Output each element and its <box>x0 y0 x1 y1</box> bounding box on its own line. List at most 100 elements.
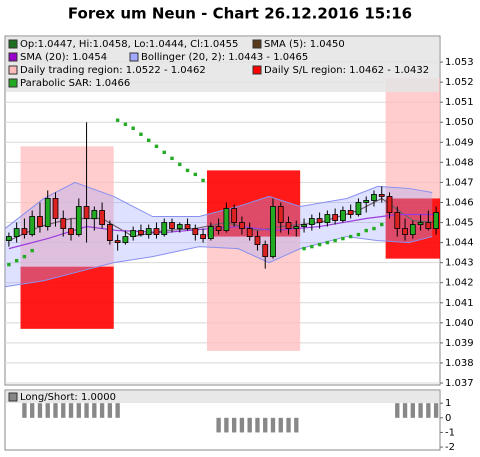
bar <box>247 417 252 433</box>
y-tick-label: 1.038 <box>445 358 474 369</box>
candle-body <box>60 218 67 229</box>
candle-body <box>176 224 183 229</box>
legend-label: SMA (20): 1.0454 <box>20 52 107 63</box>
sar-dot <box>317 242 322 247</box>
legend-label: Daily trading region: 1.0522 - 1.0462 <box>20 65 206 76</box>
y-tick-label: 1.046 <box>445 197 474 208</box>
sar-dot <box>170 156 174 161</box>
bar <box>395 403 400 418</box>
bar <box>239 417 245 433</box>
legend-label: Op:1.0447, Hi:1.0458, Lo:1.0444, Cl:1.04… <box>20 39 238 50</box>
sar-dot <box>364 228 368 233</box>
y-tick-label: 1.051 <box>445 97 474 108</box>
y-tick-label: 1.041 <box>445 298 474 309</box>
y-tick-label: 1.048 <box>445 157 474 168</box>
sar-dot <box>178 162 182 167</box>
candle-body <box>5 236 12 241</box>
bar <box>61 403 66 418</box>
candle-body <box>169 222 175 229</box>
candle-body <box>75 206 82 235</box>
candle-body <box>231 208 238 223</box>
bar <box>410 403 415 418</box>
bollinger-lower <box>4 236 433 288</box>
candle-body <box>68 228 74 235</box>
bar <box>68 403 74 418</box>
legend-background <box>6 37 439 92</box>
legend-swatch <box>8 78 18 88</box>
bar <box>263 417 268 433</box>
y-tick-label: 1.047 <box>445 177 474 188</box>
y-tick-label: -1 <box>445 427 455 438</box>
candle-body <box>21 228 28 235</box>
candle-body <box>99 210 105 225</box>
bar <box>294 417 299 433</box>
region-block <box>20 146 114 267</box>
region-block <box>20 266 114 329</box>
y-tick-label: 1.037 <box>445 378 474 389</box>
candle-body <box>215 226 222 231</box>
candle-body <box>91 210 98 219</box>
legend-label: SMA (5): 1.0450 <box>264 39 345 50</box>
sar-dot <box>22 254 27 259</box>
sar-dot <box>131 126 135 130</box>
bar <box>45 403 50 418</box>
candle-body <box>340 210 346 221</box>
sar-dot <box>372 226 376 231</box>
candle-body <box>122 236 129 243</box>
legend-swatch <box>252 39 262 49</box>
candle-body <box>200 234 206 239</box>
bar <box>92 403 97 418</box>
candle-body <box>371 194 377 201</box>
legend-label: Daily S/L region: 1.0462 - 1.0432 <box>264 65 429 76</box>
candle-body <box>153 228 160 235</box>
sar-dot <box>325 240 330 245</box>
legend-swatch <box>252 65 262 75</box>
candle-body <box>293 226 300 229</box>
y-tick-label: 1.049 <box>445 137 474 148</box>
bar <box>278 417 283 433</box>
y-tick-label: 1.039 <box>445 338 474 349</box>
y-tick-label: 1.052 <box>445 77 474 88</box>
bar <box>30 403 35 418</box>
y-tick-label: 1.040 <box>445 318 474 329</box>
bar <box>286 417 291 433</box>
legend-swatch <box>8 65 18 75</box>
bar <box>224 417 229 433</box>
candle-body <box>192 228 199 235</box>
candle-body <box>207 226 214 239</box>
y-tick-label: -2 <box>445 442 455 453</box>
candle-body <box>83 206 90 219</box>
sar-dot <box>341 236 345 241</box>
candle-body <box>285 222 292 229</box>
sar-dot <box>147 138 151 142</box>
sar-dot <box>30 248 34 253</box>
bar <box>22 403 27 418</box>
y-tick-label: 1.053 <box>445 57 474 68</box>
bar <box>107 403 113 418</box>
bar <box>426 403 431 418</box>
region-block <box>385 78 440 199</box>
candle-body <box>363 200 370 203</box>
sar-dot <box>348 234 353 239</box>
bar <box>99 403 105 418</box>
bar <box>418 403 423 418</box>
candle-body <box>378 194 385 197</box>
y-tick-label: 1.045 <box>445 218 474 229</box>
candle-body <box>130 230 137 237</box>
candle-body <box>161 222 168 235</box>
y-tick-label: 1.042 <box>445 278 474 289</box>
candle-body <box>347 210 354 215</box>
y-tick-label: 1 <box>445 398 451 409</box>
candle-body <box>13 228 20 237</box>
bar <box>255 417 260 433</box>
legend-swatch <box>8 39 18 49</box>
candle-body <box>308 218 315 225</box>
candle-body <box>417 222 424 225</box>
candle-body <box>106 224 113 241</box>
sar-dot <box>7 262 11 267</box>
candle-body <box>184 224 191 229</box>
candle-body <box>316 218 323 223</box>
sar-dot <box>356 232 361 237</box>
bar <box>76 403 81 418</box>
